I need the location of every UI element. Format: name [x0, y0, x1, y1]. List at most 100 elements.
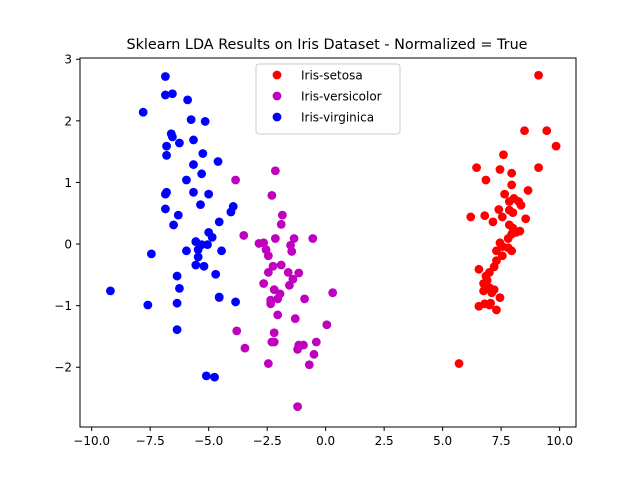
data-point — [200, 117, 210, 126]
data-point — [268, 261, 278, 271]
y-axis: −2 −1 0 1 2 3 — [54, 53, 80, 375]
series-group — [454, 70, 561, 368]
data-point — [479, 286, 488, 296]
axes-frame — [79, 57, 577, 428]
data-point — [516, 200, 526, 210]
data-point — [481, 175, 491, 185]
x-tick-label: −7.5 — [136, 434, 165, 448]
data-point — [168, 89, 177, 99]
data-point — [466, 212, 476, 222]
x-tick-label: −2.5 — [253, 434, 282, 448]
data-point — [240, 343, 250, 353]
data-point — [283, 267, 293, 277]
data-point — [161, 204, 170, 214]
data-point — [266, 295, 276, 305]
data-point — [497, 251, 507, 261]
data-point — [172, 271, 182, 281]
data-point — [214, 292, 224, 302]
data-point — [273, 294, 283, 304]
data-point — [183, 95, 193, 105]
data-point — [175, 283, 184, 293]
data-point — [534, 163, 543, 173]
data-point — [231, 297, 240, 307]
data-point — [494, 205, 504, 214]
data-point — [507, 246, 517, 256]
data-point — [193, 252, 203, 262]
data-point — [488, 217, 498, 227]
legend-item: Iris-setosa — [272, 68, 363, 82]
data-point — [273, 310, 283, 320]
data-point — [276, 219, 286, 229]
data-point — [175, 138, 184, 148]
data-point — [161, 189, 170, 199]
data-point — [217, 246, 226, 256]
legend-item: Iris-virginica — [272, 110, 374, 124]
data-point — [485, 300, 494, 310]
data-point — [515, 226, 525, 236]
data-point — [197, 169, 207, 179]
legend-label: Iris-versicolor — [301, 89, 382, 103]
legend-label: Iris-virginica — [301, 110, 374, 124]
data-point — [495, 165, 505, 174]
data-point — [311, 337, 321, 347]
data-point — [239, 231, 249, 240]
data-point — [507, 168, 517, 178]
data-point — [161, 72, 170, 81]
data-point — [300, 294, 309, 304]
data-point — [499, 150, 508, 160]
x-tick-label: 2.5 — [375, 434, 394, 448]
data-point — [294, 268, 304, 278]
y-tick-label: 0 — [64, 238, 72, 252]
data-point — [259, 279, 269, 288]
data-point — [263, 267, 273, 277]
data-point — [523, 186, 533, 195]
data-point — [193, 245, 203, 254]
data-point — [269, 328, 279, 338]
data-point — [454, 359, 464, 368]
data-point — [226, 207, 236, 217]
data-point — [207, 232, 217, 242]
data-point — [173, 210, 183, 220]
plot-area — [106, 70, 561, 412]
data-point — [189, 135, 198, 145]
data-point — [143, 300, 153, 310]
data-point — [191, 260, 201, 270]
data-point — [487, 288, 497, 298]
data-point — [285, 280, 294, 290]
x-tick-label: −5.0 — [194, 434, 223, 448]
data-point — [508, 208, 518, 218]
data-point — [472, 163, 481, 173]
data-point — [474, 301, 484, 311]
y-tick-label: 1 — [64, 176, 72, 190]
data-point — [500, 189, 510, 199]
data-point — [290, 314, 300, 323]
data-point — [168, 132, 177, 142]
data-point — [182, 175, 191, 185]
data-point — [231, 175, 240, 185]
legend-marker — [272, 70, 282, 80]
legend-marker — [272, 91, 282, 101]
data-point — [492, 305, 501, 315]
data-point — [270, 166, 280, 176]
y-tick-label: −1 — [54, 299, 72, 313]
data-point — [480, 211, 490, 221]
data-point — [551, 141, 561, 151]
x-tick-label: 5.0 — [433, 434, 452, 448]
legend: Iris-setosa Iris-versicolor Iris-virginica — [255, 63, 401, 135]
data-point — [138, 107, 148, 117]
data-point — [542, 126, 552, 136]
data-point — [186, 115, 196, 124]
data-point — [198, 149, 208, 158]
data-point — [504, 197, 514, 206]
data-point — [182, 246, 191, 256]
data-point — [162, 150, 171, 160]
data-point — [308, 234, 318, 243]
data-point — [161, 90, 170, 100]
x-tick-label: 7.5 — [492, 434, 511, 448]
data-point — [203, 240, 212, 250]
data-point — [492, 246, 501, 256]
series-group — [214, 166, 338, 412]
data-point — [309, 349, 319, 359]
data-point — [276, 260, 286, 270]
y-tick-label: −2 — [54, 361, 72, 375]
